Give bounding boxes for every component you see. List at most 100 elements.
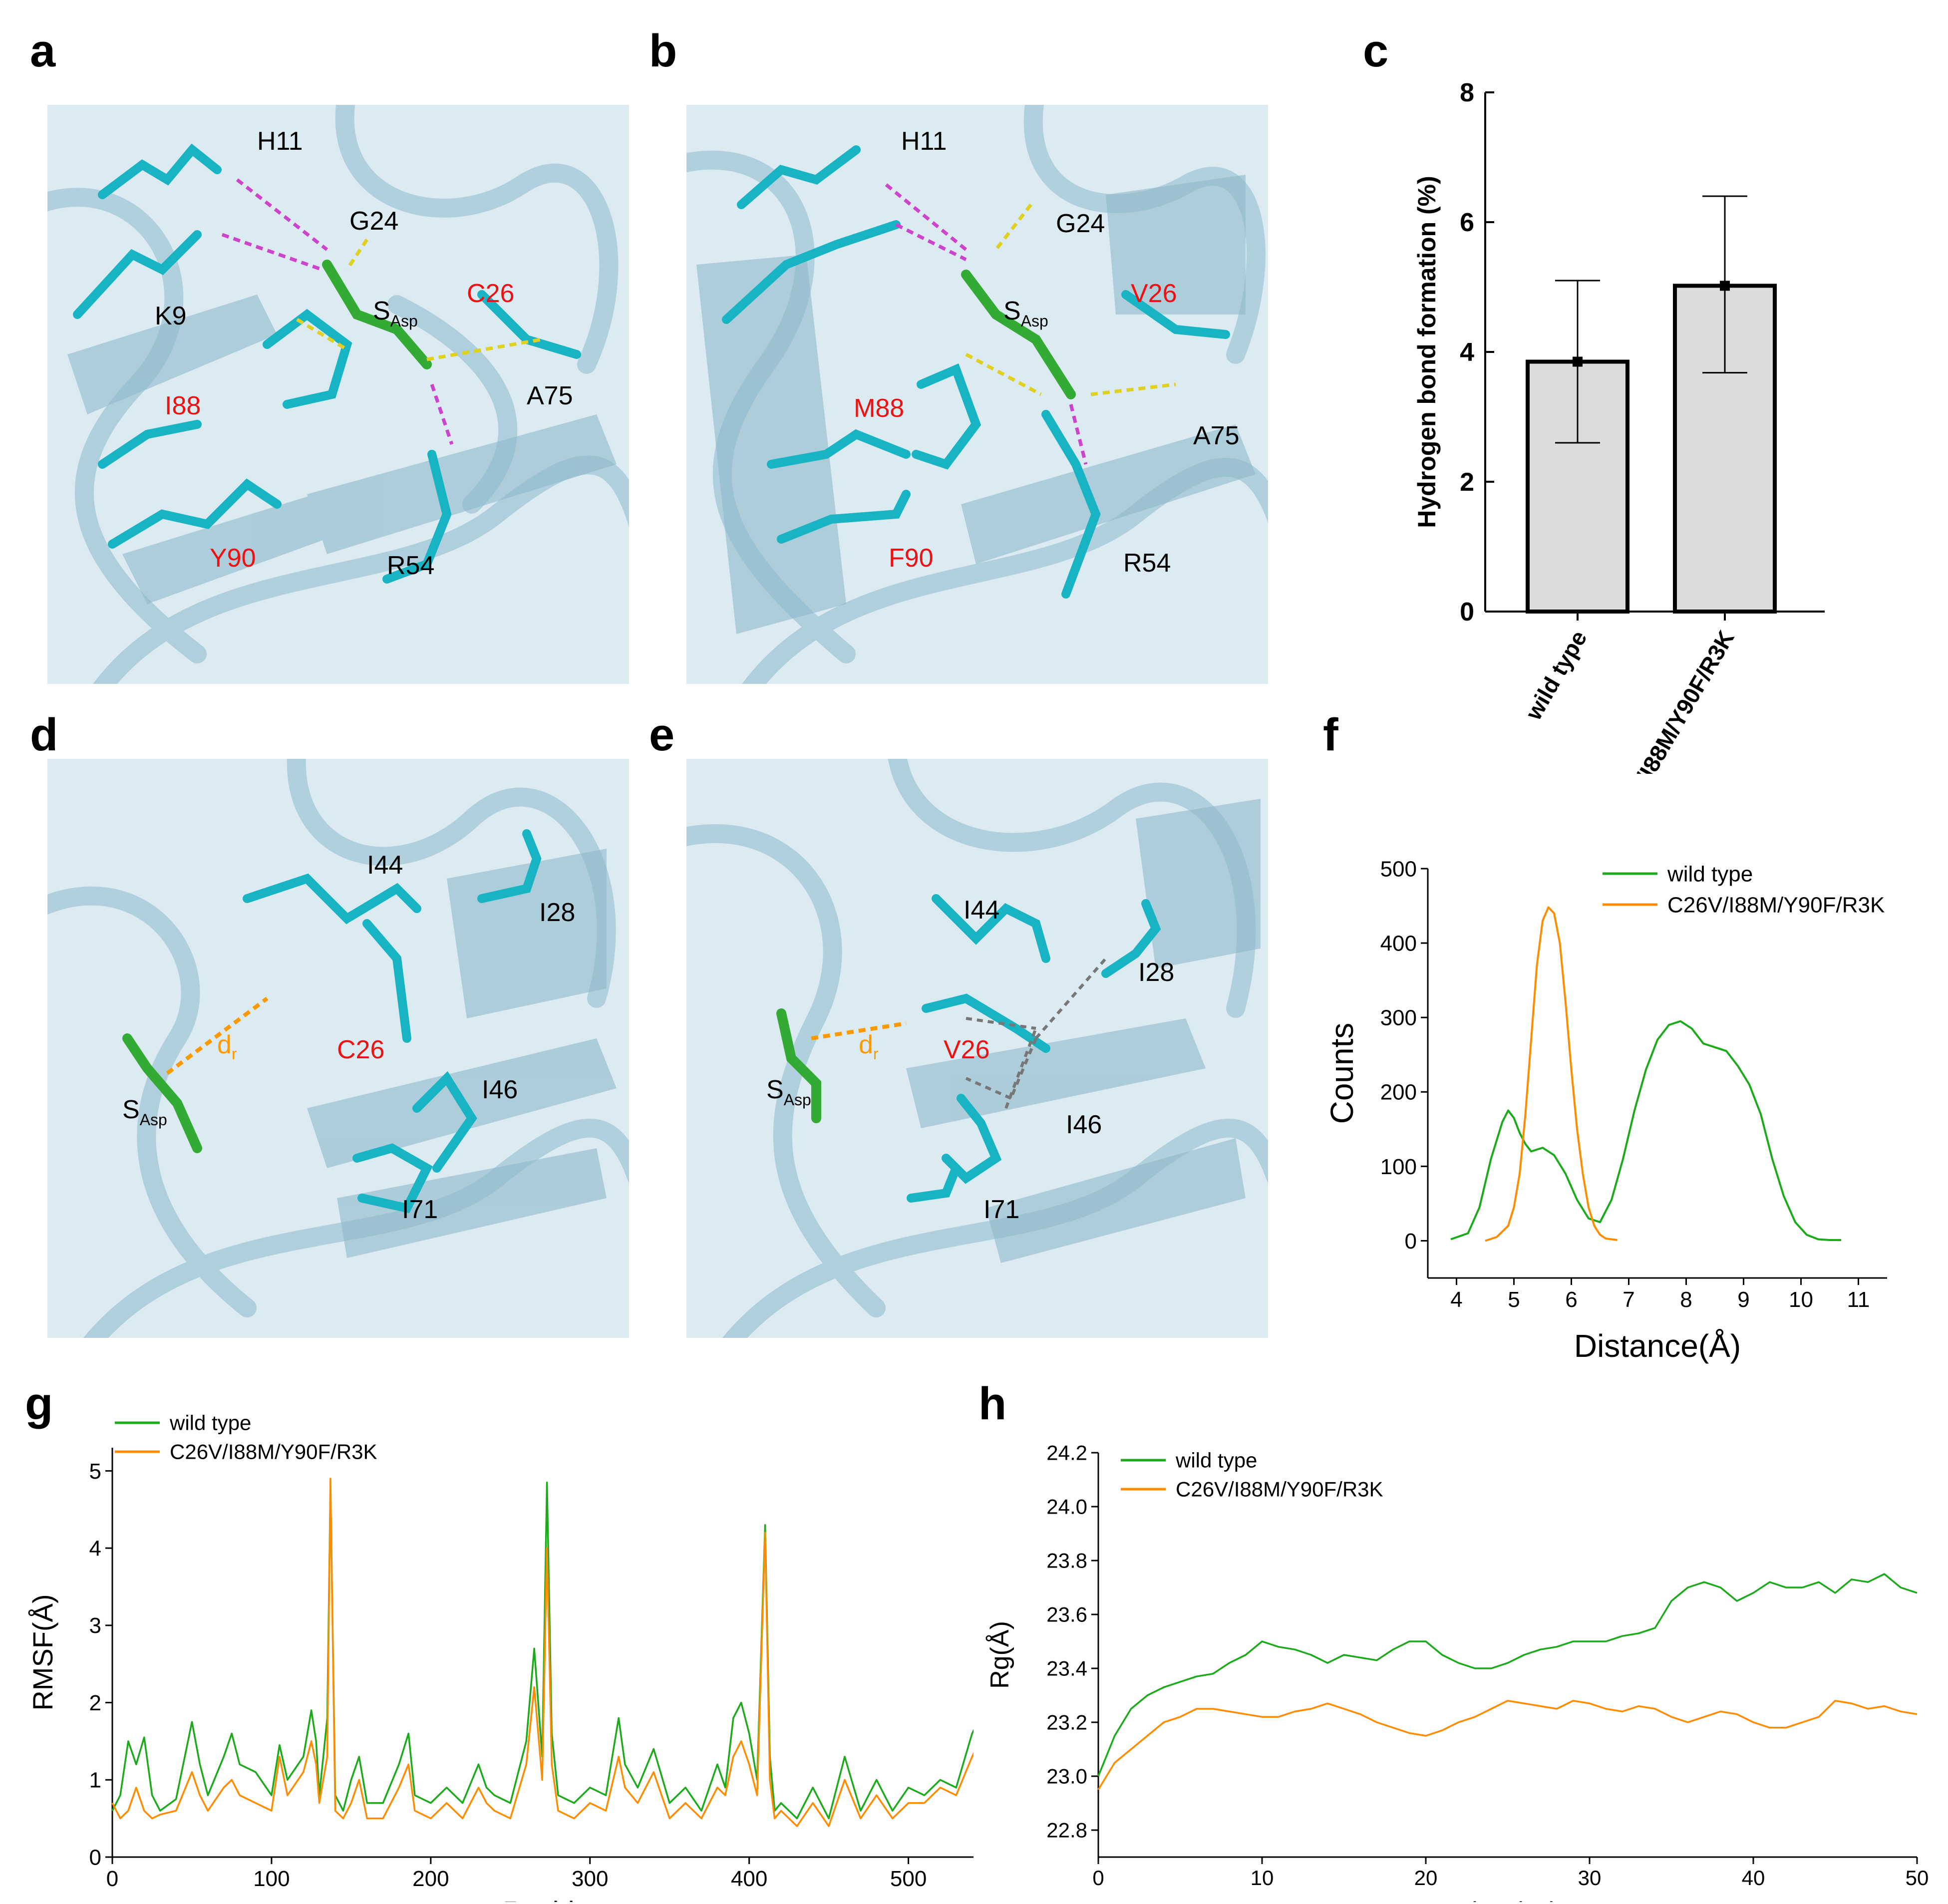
residue-label: H11 (901, 127, 947, 156)
y-tick-label: 100 (1380, 1155, 1417, 1179)
x-tick-label: 5 (1508, 1287, 1520, 1312)
ligand-label: SAsp (122, 1095, 167, 1129)
line-chart-distance: 4 5 6 7 8 9 10 11 0 100 200 300 400 500 Distance(Å) Cou… (1324, 857, 1887, 1364)
y-tick-label: 2 (89, 1691, 101, 1715)
y-axis-label: RMSF(Å) (27, 1594, 58, 1710)
residue-label: I46 (1066, 1110, 1102, 1139)
residue-label: I71 (402, 1195, 438, 1224)
panel-label-a: a (30, 25, 56, 76)
series-line (111, 1481, 974, 1820)
panel-label-h: h (978, 1378, 1007, 1429)
x-axis-label: Residue (503, 1896, 605, 1902)
x-tick-label: 200 (412, 1867, 449, 1891)
x-tick-label: wild type (1520, 626, 1592, 724)
panel-label-g: g (25, 1378, 53, 1429)
x-tick-label: 10 (1789, 1287, 1813, 1312)
bar-chart-hbond: 0 2 4 6 8 Hydrogen bond formation (%) wild typ… (1413, 78, 1825, 774)
residue-label-mutated: C26 (467, 279, 514, 308)
legend-label: wild type (169, 1411, 251, 1435)
series-line (1097, 1700, 1918, 1790)
mean-marker (1720, 281, 1730, 291)
line-chart-rmsf: 0 100 200 300 400 500 0 1 2 3 4 5 Residue RMSF(Å) wild… (27, 1411, 974, 1902)
y-tick-label: 400 (1380, 931, 1417, 955)
y-tick-label: 1 (89, 1768, 101, 1793)
y-tick-label: 23.6 (1046, 1603, 1087, 1626)
structure-panel-a: H11 G24 K9 A75 R54 C26 I88 Y90 SAsp (47, 105, 629, 684)
residue-label: R54 (1123, 549, 1171, 578)
y-tick-label: 2 (1460, 468, 1474, 497)
series-line (1097, 1573, 1918, 1777)
x-tick-label: 500 (890, 1867, 927, 1891)
x-tick-label: 11 (1847, 1287, 1870, 1312)
series-line (111, 1478, 974, 1827)
y-axis-label: Rg(Å) (985, 1621, 1014, 1689)
y-tick-label: 0 (1460, 598, 1474, 627)
panel-label-d: d (30, 709, 58, 760)
x-tick-label: 0 (106, 1867, 118, 1891)
y-tick-label: 24.2 (1046, 1441, 1087, 1465)
x-tick-label: 400 (731, 1867, 767, 1891)
residue-label: I44 (367, 851, 403, 880)
structure-panel-d: I44 I28 I46 I71 C26 dr SAsp (47, 759, 629, 1338)
x-tick-label: 10 (1251, 1866, 1274, 1890)
y-tick-label: 5 (89, 1459, 101, 1484)
residue-label-mutated: F90 (889, 544, 934, 573)
legend-label: C26V/I88M/Y90F/R3K (170, 1440, 377, 1464)
x-tick-label: 50 (1906, 1866, 1929, 1890)
panel-label-e: e (649, 709, 675, 760)
y-axis-label: Hydrogen bond formation (%) (1413, 176, 1441, 528)
x-axis-label: Time(ns) (1457, 1897, 1558, 1902)
y-tick-label: 24.0 (1046, 1495, 1087, 1519)
residue-label-mutated: C26 (337, 1035, 384, 1064)
y-tick-label: 4 (1460, 338, 1474, 367)
distance-label: dr (217, 1030, 237, 1063)
series-line (1450, 1020, 1841, 1241)
line-chart-rg: 0 10 20 30 40 50 22.8 23.0 23.2 23.4 23.6 23.8 24.0 2… (985, 1441, 1929, 1902)
residue-label: K9 (155, 302, 187, 330)
x-tick-label: 20 (1414, 1866, 1438, 1890)
y-tick-label: 200 (1380, 1080, 1417, 1105)
ligand-label: SAsp (1003, 297, 1048, 330)
residue-label: R54 (387, 551, 434, 580)
mean-marker (1573, 356, 1583, 367)
x-tick-label: 8 (1680, 1287, 1692, 1312)
y-tick-label: 3 (89, 1613, 101, 1638)
residue-label-mutated: Y90 (210, 544, 256, 573)
x-tick-label: 7 (1623, 1287, 1634, 1312)
panel-label-b: b (649, 25, 677, 76)
residue-label: G24 (1056, 209, 1105, 238)
panel-label-c: c (1363, 25, 1389, 76)
ligand-label: SAsp (766, 1075, 811, 1109)
residue-label: I71 (983, 1195, 1019, 1224)
y-tick-label: 300 (1380, 1006, 1417, 1030)
y-tick-label: 4 (89, 1537, 101, 1561)
x-tick-label: C26V/I88M/Y90F/R3K (1603, 626, 1739, 774)
y-tick-label: 0 (1405, 1229, 1417, 1254)
y-tick-label: 23.0 (1046, 1765, 1087, 1788)
legend-label: C26V/I88M/Y90F/R3K (1667, 893, 1885, 917)
y-tick-label: 0 (89, 1845, 101, 1870)
structure-panel-e: I44 I28 I46 I71 V26 dr SAsp (686, 759, 1268, 1338)
residue-label: A75 (527, 381, 573, 410)
x-tick-label: 0 (1092, 1866, 1104, 1890)
y-axis-label: Counts (1324, 1023, 1360, 1124)
y-tick-label: 8 (1460, 78, 1474, 107)
residue-label: I28 (1138, 958, 1174, 987)
residue-label: I46 (482, 1075, 518, 1104)
x-axis-label: Distance(Å) (1574, 1328, 1741, 1364)
residue-label-mutated: V26 (1131, 279, 1177, 308)
series-line (1485, 906, 1618, 1242)
residue-label: I44 (964, 896, 999, 925)
legend-label: wild type (1667, 862, 1753, 886)
y-tick-label: 23.2 (1046, 1711, 1087, 1734)
x-tick-label: 40 (1742, 1866, 1765, 1890)
residue-label-mutated: I88 (165, 391, 201, 420)
y-tick-label: 6 (1460, 208, 1474, 237)
y-tick-label: 23.8 (1046, 1549, 1087, 1573)
residue-label: A75 (1193, 421, 1240, 450)
residue-label-mutated: V26 (944, 1035, 990, 1064)
legend-label: C26V/I88M/Y90F/R3K (1176, 1478, 1383, 1501)
x-tick-label: 4 (1450, 1287, 1462, 1312)
x-tick-label: 300 (572, 1867, 608, 1891)
distance-label: dr (859, 1030, 879, 1063)
